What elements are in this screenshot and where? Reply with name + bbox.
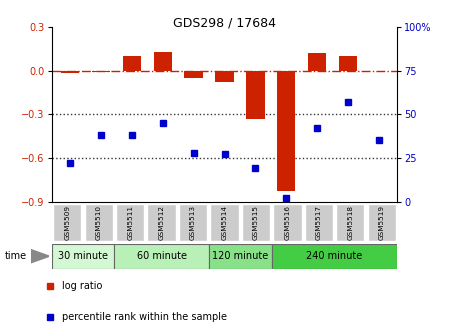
Bar	[339, 56, 357, 71]
Bar	[185, 71, 203, 78]
Bar	[85, 204, 113, 241]
Bar	[148, 204, 176, 241]
Text: GSM5511: GSM5511	[127, 205, 133, 240]
Text: GSM5517: GSM5517	[316, 205, 322, 240]
Bar	[215, 71, 234, 82]
Text: 240 minute: 240 minute	[306, 251, 363, 261]
Text: 30 minute: 30 minute	[58, 251, 108, 261]
Bar	[92, 71, 110, 72]
Text: GSM5513: GSM5513	[190, 205, 196, 240]
Polygon shape	[31, 249, 49, 263]
Bar	[209, 244, 272, 269]
Bar	[308, 53, 326, 71]
Text: GSM5512: GSM5512	[158, 205, 165, 240]
Text: log ratio: log ratio	[62, 281, 102, 291]
Text: GSM5519: GSM5519	[379, 205, 385, 240]
Text: percentile rank within the sample: percentile rank within the sample	[62, 312, 227, 322]
Bar	[272, 244, 397, 269]
Bar	[114, 244, 209, 269]
Bar	[246, 71, 264, 119]
Bar	[277, 71, 295, 192]
Text: GSM5510: GSM5510	[96, 205, 102, 240]
Bar	[211, 204, 239, 241]
Bar	[336, 204, 365, 241]
Text: GSM5509: GSM5509	[64, 205, 70, 240]
Text: GDS298 / 17684: GDS298 / 17684	[173, 17, 276, 30]
Text: 120 minute: 120 minute	[212, 251, 269, 261]
Bar	[61, 71, 79, 74]
Text: GSM5518: GSM5518	[347, 205, 353, 240]
Bar	[154, 52, 172, 71]
Text: GSM5516: GSM5516	[284, 205, 291, 240]
Bar	[53, 204, 82, 241]
Text: GSM5514: GSM5514	[221, 205, 228, 240]
Bar	[52, 244, 114, 269]
Text: 60 minute: 60 minute	[136, 251, 187, 261]
Bar	[179, 204, 207, 241]
Text: GSM5515: GSM5515	[253, 205, 259, 240]
Bar	[368, 204, 396, 241]
Bar	[116, 204, 144, 241]
Bar	[123, 56, 141, 71]
Bar	[273, 204, 302, 241]
Bar	[305, 204, 333, 241]
Text: time: time	[4, 251, 26, 261]
Bar	[242, 204, 270, 241]
